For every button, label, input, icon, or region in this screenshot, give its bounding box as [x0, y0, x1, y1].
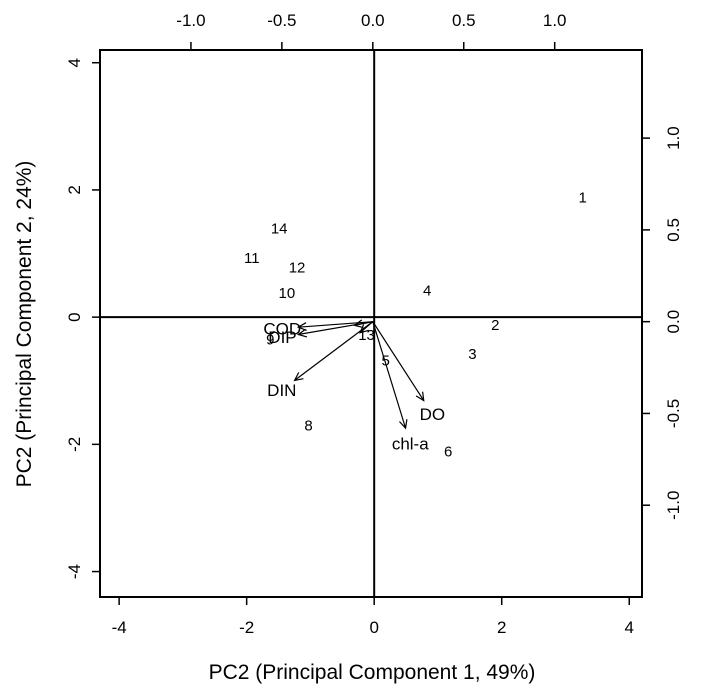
observation-label: 9: [266, 331, 274, 348]
top-x-tick-label: -1.0: [176, 11, 205, 30]
y-tick-label: -2: [65, 437, 84, 452]
top-x-tick-label: 0.0: [361, 11, 385, 30]
y-tick-label: 0: [65, 312, 84, 321]
loading-label: chl-a: [392, 434, 429, 453]
y-axis-title: PC2 (Principal Component 2, 24%): [13, 161, 36, 488]
top-x-tick-label: 0.5: [452, 11, 476, 30]
observation-label: 8: [304, 417, 312, 434]
right-y-tick-label: 1.0: [664, 126, 683, 150]
x-tick-label: -4: [112, 618, 127, 637]
loading-label: COD: [263, 319, 301, 338]
y-tick-label: -4: [65, 564, 84, 579]
loading-arrow-din: [293, 321, 374, 382]
right-y-tick-label: 0.0: [664, 310, 683, 334]
loading-arrow: [353, 319, 373, 329]
x-tick-label: -2: [239, 618, 254, 637]
x-axis-title: PC2 (Principal Component 1, 49%): [209, 661, 536, 684]
y-tick-label: 2: [65, 185, 84, 194]
x-tick-label: 0: [369, 618, 378, 637]
observation-label: 14: [271, 221, 288, 238]
y-tick-label: 4: [65, 58, 84, 67]
observation-label: 3: [468, 346, 476, 363]
right-y-tick-label: -1.0: [664, 491, 683, 520]
observation-label: 10: [278, 285, 295, 302]
right-y-tick-label: 0.5: [664, 218, 683, 242]
observation-label: 5: [381, 352, 389, 369]
observation-label: 6: [444, 443, 452, 460]
observation-label: 13: [358, 327, 375, 344]
observation-label: 1: [579, 190, 587, 207]
loading-label: DIP: [268, 328, 296, 347]
x-tick-label: 4: [625, 618, 634, 637]
top-x-tick-label: -0.5: [267, 11, 296, 30]
plot-frame: [99, 49, 643, 598]
observation-label: 2: [491, 317, 499, 334]
right-y-tick-label: -0.5: [664, 399, 683, 428]
loading-arrow-cod: [296, 321, 373, 332]
observation-label: 11: [244, 250, 260, 267]
loading-label: DO: [420, 405, 446, 424]
observation-label: 12: [289, 260, 306, 277]
loading-label: DIN: [267, 381, 296, 400]
top-x-tick-label: 1.0: [543, 11, 567, 30]
x-tick-label: 2: [497, 618, 506, 637]
observation-label: 4: [423, 282, 431, 299]
loading-arrow-chl-a: [372, 321, 408, 430]
loading-arrow-do: [372, 321, 425, 402]
loading-arrow: [359, 321, 374, 334]
